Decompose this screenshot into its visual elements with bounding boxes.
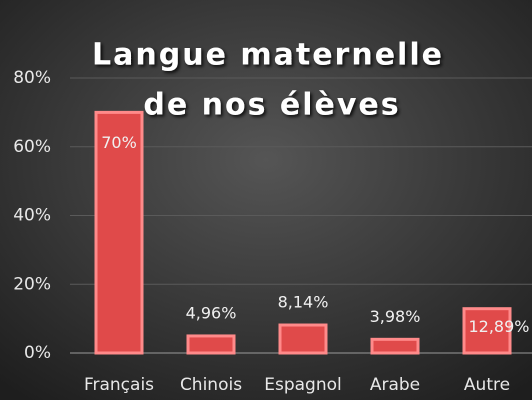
y-tick-label: 0%: [24, 343, 51, 363]
value-label: 12,89%: [468, 317, 529, 336]
bar: [278, 323, 328, 355]
x-tick-label: Autre: [464, 375, 510, 395]
chart-title: de nos élèves: [143, 88, 400, 123]
x-tick-label: Arabe: [370, 375, 420, 395]
value-label: 3,98%: [370, 307, 421, 326]
x-tick-label: Espagnol: [264, 375, 342, 395]
bar: [462, 307, 512, 355]
bar: [186, 334, 236, 355]
x-tick-label: Chinois: [180, 375, 242, 395]
y-tick-label: 80%: [13, 68, 51, 88]
x-tick-label: Français: [84, 375, 154, 395]
value-label: 4,96%: [186, 303, 237, 322]
bar: [94, 110, 144, 355]
y-tick-label: 20%: [13, 274, 51, 294]
value-label: 70%: [101, 133, 137, 152]
chart-title: Langue maternelle: [92, 38, 444, 73]
y-tick-label: 60%: [13, 137, 51, 157]
value-label: 8,14%: [278, 293, 329, 312]
y-tick-label: 40%: [13, 206, 51, 226]
bar: [370, 337, 420, 355]
